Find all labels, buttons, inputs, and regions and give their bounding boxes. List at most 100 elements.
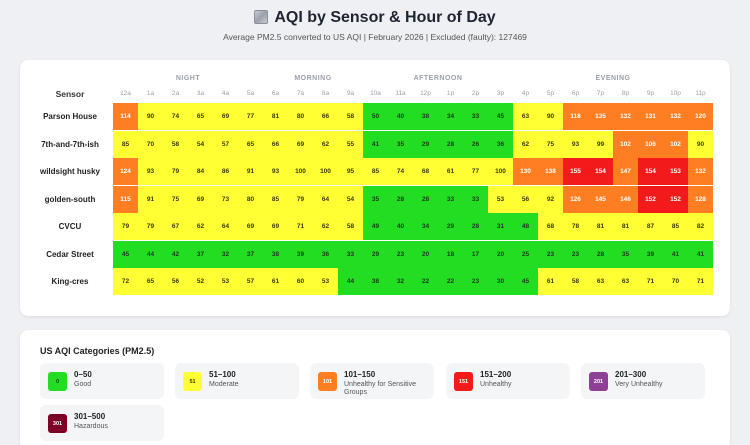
heatmap-cell: 55 xyxy=(338,130,363,158)
heatmap-cell: 82 xyxy=(688,213,713,240)
heatmap-cell: 54 xyxy=(338,185,363,213)
legend-item: 101 101–150 Unhealthy for Sensitive Groups xyxy=(310,363,434,399)
heatmap-cell: 36 xyxy=(313,240,338,268)
heatmap-cell: 58 xyxy=(163,130,188,158)
heatmap-cell: 90 xyxy=(688,130,713,158)
heatmap-cell: 128 xyxy=(688,185,713,213)
hour-label: 10p xyxy=(670,90,681,97)
heatmap-cell: 22 xyxy=(413,268,438,295)
heatmap-cell: 77 xyxy=(463,158,488,185)
heatmap-cell: 138 xyxy=(538,158,563,185)
heatmap-cell: 78 xyxy=(563,213,588,240)
heatmap-cell: 69 xyxy=(238,213,263,240)
heatmap-cell: 35 xyxy=(613,240,638,268)
heatmap-cell: 71 xyxy=(688,268,713,295)
hour-label: 11a xyxy=(395,90,406,97)
heatmap-cell: 102 xyxy=(663,130,688,158)
heatmap-cell: 69 xyxy=(213,103,238,130)
heatmap-cell: 37 xyxy=(238,240,263,268)
hour-label: 12p xyxy=(420,90,431,97)
legend-range: 101–150 xyxy=(344,370,376,379)
heatmap-cell: 40 xyxy=(388,103,413,130)
heatmap-cell: 69 xyxy=(188,185,213,213)
heatmap-cell: 79 xyxy=(113,213,138,240)
heatmap-cell: 53 xyxy=(213,268,238,295)
heatmap-cell: 62 xyxy=(513,130,538,158)
sensor-label: Parson House xyxy=(43,112,97,121)
heatmap-cell: 66 xyxy=(263,130,288,158)
heatmap-cell: 65 xyxy=(188,103,213,130)
sensor-label: King-cres xyxy=(51,277,89,286)
heatmap-cell: 61 xyxy=(263,268,288,295)
heatmap-cell: 146 xyxy=(613,185,638,213)
hour-label: 2a xyxy=(171,90,180,97)
legend-range: 201–300 xyxy=(615,370,647,379)
heatmap-cell: 62 xyxy=(188,213,213,240)
heatmap-cell: 52 xyxy=(188,268,213,295)
heatmap-cell: 62 xyxy=(313,213,338,240)
legend-item: 201 201–300 Very Unhealthy xyxy=(581,363,705,399)
legend-item: 151 151–200 Unhealthy xyxy=(446,363,570,399)
heatmap-cell: 45 xyxy=(488,103,513,130)
legend-swatch: 151 xyxy=(454,372,473,391)
legend-label: Very Unhealthy xyxy=(615,381,663,388)
heatmap-cell: 37 xyxy=(188,240,213,268)
heatmap-cell: 131 xyxy=(638,103,663,130)
sensor-label: golden-south xyxy=(44,194,96,204)
heatmap-cell: 75 xyxy=(163,185,188,213)
hour-label: 7a xyxy=(296,90,305,97)
heatmap-cell: 53 xyxy=(488,185,513,213)
heatmap-cell: 102 xyxy=(613,130,638,158)
heatmap-cell: 33 xyxy=(338,240,363,268)
heatmap-cell: 33 xyxy=(463,103,488,130)
hour-label: 5a xyxy=(246,90,255,97)
heatmap-cell: 31 xyxy=(488,213,513,240)
heatmap-cell: 58 xyxy=(338,103,363,130)
heatmap-cell: 32 xyxy=(388,268,413,295)
period-label: NIGHT xyxy=(175,75,201,82)
legend-label: Moderate xyxy=(209,381,239,388)
legend-label: Hazardous xyxy=(74,423,108,430)
heatmap-cell: 85 xyxy=(663,213,688,240)
heatmap-cell: 130 xyxy=(513,158,538,185)
legend-range: 51–100 xyxy=(209,370,236,379)
heatmap-cell: 28 xyxy=(413,185,438,213)
heatmap-cell: 145 xyxy=(588,185,613,213)
heatmap-cell: 71 xyxy=(638,268,663,295)
heatmap-cell: 100 xyxy=(288,158,313,185)
heatmap-cell: 81 xyxy=(613,213,638,240)
heatmap-cell: 45 xyxy=(113,240,138,268)
heatmap-cell: 68 xyxy=(538,213,563,240)
hour-label: 1p xyxy=(446,90,455,97)
heatmap-cell: 30 xyxy=(488,268,513,295)
heatmap-cell: 23 xyxy=(463,268,488,295)
heatmap-cell: 79 xyxy=(138,213,163,240)
heatmap-cell: 118 xyxy=(563,103,588,130)
heatmap-cell: 152 xyxy=(638,185,663,213)
hour-label: 3p xyxy=(496,90,505,97)
heatmap-cell: 67 xyxy=(163,213,188,240)
legend-swatch: 101 xyxy=(318,372,337,391)
heatmap-cell: 64 xyxy=(213,213,238,240)
heatmap-cell: 57 xyxy=(238,268,263,295)
legend-range: 151–200 xyxy=(480,370,512,379)
heatmap-cell: 152 xyxy=(663,185,688,213)
heatmap-cell: 54 xyxy=(188,130,213,158)
heatmap-cell: 74 xyxy=(163,103,188,130)
heatmap-cell: 45 xyxy=(513,268,538,295)
heatmap-cell: 33 xyxy=(438,185,463,213)
sensor-column-header: Sensor xyxy=(55,89,85,99)
heatmap-cell: 93 xyxy=(263,158,288,185)
heatmap-cell: 63 xyxy=(588,268,613,295)
page-title: AQI by Sensor & Hour of Day xyxy=(0,9,750,27)
heatmap-cell: 58 xyxy=(338,213,363,240)
hour-label: 9p xyxy=(646,90,655,97)
sensor-label: 7th-and-7th-ish xyxy=(41,139,99,149)
heatmap-cell: 86 xyxy=(213,158,238,185)
heatmap-cell: 57 xyxy=(213,130,238,158)
heatmap-cell: 68 xyxy=(413,158,438,185)
period-label: AFTERNOON xyxy=(413,75,463,82)
heatmap-cell: 92 xyxy=(538,185,563,213)
heatmap-cell: 85 xyxy=(263,185,288,213)
heatmap-cell: 155 xyxy=(563,158,588,185)
